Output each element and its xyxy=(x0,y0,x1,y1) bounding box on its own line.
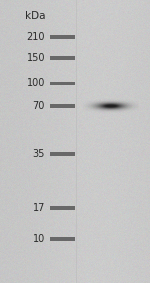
Bar xyxy=(50,35,75,39)
Text: 150: 150 xyxy=(27,53,45,63)
Text: 10: 10 xyxy=(33,234,45,244)
Bar xyxy=(50,82,75,85)
Text: 210: 210 xyxy=(27,32,45,42)
Bar xyxy=(50,56,75,60)
Bar xyxy=(50,237,75,241)
Bar xyxy=(50,206,75,210)
Text: kDa: kDa xyxy=(24,10,45,21)
Text: 100: 100 xyxy=(27,78,45,89)
Bar xyxy=(50,104,75,108)
Text: 70: 70 xyxy=(33,101,45,111)
Text: 35: 35 xyxy=(33,149,45,159)
Text: 17: 17 xyxy=(33,203,45,213)
Bar xyxy=(50,153,75,156)
